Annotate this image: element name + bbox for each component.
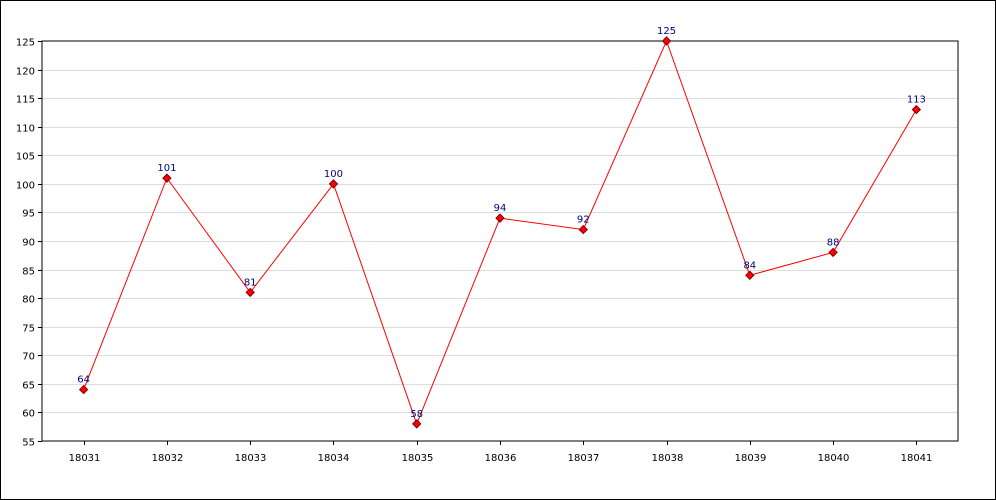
data-label: 100 [324, 169, 343, 180]
y-tick-label: 60 [22, 409, 35, 420]
x-tick-label: 18032 [152, 453, 184, 464]
y-tick-label: 110 [16, 124, 35, 135]
data-point [162, 173, 172, 183]
x-tick-label: 18033 [235, 453, 267, 464]
data-point [661, 36, 672, 46]
series-layer: 64 101 81 100 58 94 92 125 84 88 113 [77, 26, 926, 429]
data-label: 94 [494, 203, 507, 214]
data-label: 113 [907, 95, 926, 106]
data-point [412, 419, 422, 429]
data-label: 92 [577, 215, 590, 226]
grid-lines [42, 70, 958, 413]
data-point [78, 384, 89, 395]
data-point [911, 104, 922, 115]
x-tick-label: 18039 [735, 453, 767, 464]
data-label: 64 [77, 375, 90, 386]
y-tick-label: 125 [16, 38, 35, 49]
x-tick-label: 18036 [485, 453, 517, 464]
y-tick-label: 95 [22, 209, 35, 220]
data-point [578, 224, 588, 235]
x-tick-label: 18035 [402, 453, 434, 464]
y-tick-label: 120 [16, 67, 35, 78]
data-point [328, 179, 339, 189]
y-tick-label: 85 [22, 267, 35, 278]
y-axis: 55 60 65 70 75 80 85 90 95 100 105 110 115 120 125 [16, 38, 42, 449]
data-label: 125 [657, 26, 676, 37]
y-tick-label: 90 [22, 238, 35, 249]
data-label: 58 [410, 409, 423, 420]
y-tick-label: 75 [22, 324, 35, 335]
x-tick-label: 18031 [69, 453, 101, 464]
data-point [828, 247, 838, 258]
x-tick-label: 18037 [568, 453, 600, 464]
y-tick-label: 115 [16, 95, 35, 106]
y-tick-label: 55 [22, 438, 35, 449]
y-tick-label: 70 [22, 352, 35, 363]
data-label: 81 [244, 277, 257, 288]
y-tick-label: 65 [22, 381, 35, 392]
x-tick-label: 18038 [652, 453, 684, 464]
y-tick-label: 100 [16, 181, 35, 192]
data-point [745, 270, 755, 280]
data-label: 101 [157, 163, 176, 174]
data-label: 88 [827, 237, 840, 248]
data-point [245, 287, 255, 298]
data-label: 84 [743, 260, 756, 271]
x-tick-label: 18034 [318, 453, 350, 464]
x-tick-label: 18040 [818, 453, 850, 464]
x-axis: 18031 18032 18033 18034 18035 18036 18037 18038… [69, 441, 933, 464]
y-tick-label: 80 [22, 295, 35, 306]
x-tick-label: 18041 [901, 453, 933, 464]
y-tick-label: 105 [16, 152, 35, 163]
data-point [495, 213, 505, 223]
